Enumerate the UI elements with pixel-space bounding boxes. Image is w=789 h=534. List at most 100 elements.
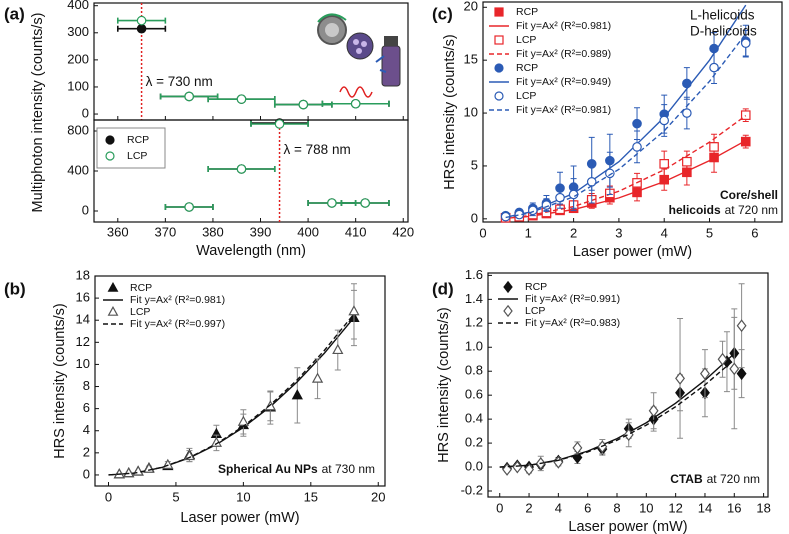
marker [184,202,194,212]
panel: 0 100 200 300 400 λ = 730 nm 0 400 800 360 370 380 3… [4,0,414,259]
x-tick-label: 380 [202,224,224,239]
plot-frame [487,272,769,498]
inset-arrow [317,13,347,23]
marker [632,142,642,152]
marker [332,343,344,355]
marker [494,35,504,45]
marker [729,362,740,376]
x-tick-label: 400 [297,224,319,239]
x-axis-title: Laser power (mW) [568,519,687,534]
note-part: at 720 nm [707,472,760,486]
note: CTAB at 720 nm [670,472,760,486]
panel-label: (d) [432,279,454,298]
marker [736,367,747,381]
marker [503,304,513,318]
x-tick-label: 4 [555,500,562,515]
marker [136,15,147,26]
y-tick-label: 400 [67,162,89,177]
y-tick-label: 10 [464,104,478,119]
marker [572,441,583,455]
y-tick-label: 0.2 [465,435,483,450]
y-tick-label: 800 [67,122,89,137]
marker [494,91,504,101]
note: Spherical Au NPs at 730 nm [218,462,375,476]
x-tick-label: 6 [584,500,591,515]
y-tick-label: -0.2 [461,482,483,497]
marker [183,449,196,461]
x-tick-label: 0 [105,489,112,504]
marker [348,305,360,316]
y-tick-label: 0 [83,466,90,481]
x-tick-label: 410 [345,224,367,239]
marker [360,198,370,208]
marker [298,99,309,110]
y-tick-label: 18 [76,267,90,282]
y-tick-label: 1.4 [465,291,483,306]
x-tick-label: 0 [479,225,486,240]
wavelength-label: λ = 788 nm [284,142,351,157]
y-tick-label: 0 [82,105,89,120]
fit-line [499,359,735,468]
y-tick-label: 16 [76,290,90,305]
y-tick-label: 5 [471,157,478,172]
legend-label: Fit y=Ax² (R²=0.949) [516,76,611,88]
legend-label: Fit y=Ax² (R²=0.981) [516,104,611,116]
x-tick-label: 0 [496,500,503,515]
marker [494,7,504,17]
x-tick-label: 2 [525,500,532,515]
y-tick-label: 0.8 [465,363,483,378]
y-tick-label: 15 [464,52,478,67]
marker [136,23,147,34]
panel-label: (c) [432,4,453,23]
marker [682,156,692,167]
x-tick-label: 8 [613,500,620,515]
x-tick-label: 14 [698,500,712,515]
fit-line [505,115,747,219]
legend-label: Fit y=Ax² (R²=0.983) [525,317,620,329]
marker [105,135,115,145]
marker [717,352,728,366]
marker [105,151,115,161]
series-group-label: L-helicoids [690,8,755,23]
x-tick-label: 420 [392,224,414,239]
inset-beam [375,55,387,73]
x-tick-label: 4 [661,225,668,240]
note-part: at 730 nm [322,462,375,476]
inset-vial-cap [384,36,398,46]
legend-label: Fit y=Ax² (R²=0.981) [130,294,225,306]
legend-label: LCP [525,305,545,317]
series-group-label: D-helicoids [690,24,757,39]
x-tick-label: 15 [304,489,318,504]
plot-frame [482,1,783,223]
legend-label: RCP [516,6,538,18]
y-tick-label: 14 [76,312,90,327]
panel-label: (a) [4,4,25,23]
marker [236,94,247,104]
marker [740,110,751,120]
y-tick-label: 12 [76,334,90,349]
legend-label: RCP [127,134,149,146]
inset-particle [346,32,374,60]
marker [132,465,144,476]
note: Core/shell [720,188,778,202]
marker [700,367,710,381]
marker [311,372,324,383]
marker [327,198,337,208]
y-tick-label: 6 [83,400,90,415]
note-part: Core/shell [720,188,778,202]
legend-label: RCP [130,282,152,294]
y-tick-label: 0.4 [465,411,483,426]
y-tick-label: 300 [67,24,89,39]
x-tick-label: 1 [525,225,532,240]
y-tick-label: 400 [67,0,89,12]
legend-label: Fit y=Ax² (R²=0.981) [516,20,611,32]
marker [632,118,642,129]
legend-label: LCP [516,90,536,102]
x-tick-label: 16 [727,500,741,515]
x-tick-label: 6 [751,225,758,240]
x-tick-label: 10 [639,500,653,515]
marker [503,280,513,294]
marker [648,404,659,418]
